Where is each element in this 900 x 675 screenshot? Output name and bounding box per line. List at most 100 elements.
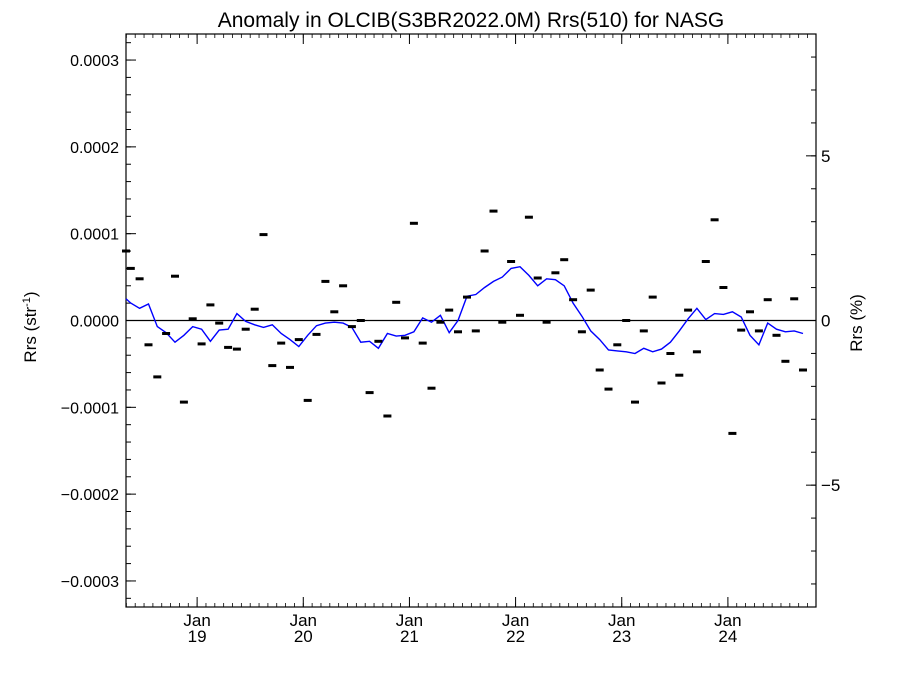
data-point — [480, 249, 489, 253]
x-tick-label-month: Jan — [290, 611, 317, 630]
x-tick-label-year: 24 — [718, 627, 737, 646]
x-tick-label-month: Jan — [714, 611, 741, 630]
data-point — [692, 350, 701, 354]
data-point — [542, 320, 551, 324]
x-tick-label-month: Jan — [502, 611, 529, 630]
data-point — [347, 325, 356, 329]
data-point — [374, 339, 383, 343]
data-point — [286, 365, 294, 369]
x-tick-label-year: 19 — [188, 627, 207, 646]
y-axis-label-left: Rrs (str-1) — [21, 291, 40, 362]
data-point — [746, 310, 754, 314]
x-tick-label-year: 22 — [506, 627, 525, 646]
y-left-tick-label: 0.0000 — [70, 314, 119, 331]
data-point — [790, 297, 799, 301]
chart-title: Anomaly in OLCIB(S3BR2022.0M) Rrs(510) f… — [218, 9, 725, 32]
data-point — [339, 284, 348, 288]
y-axis-label-left-main: Rrs (str — [21, 307, 40, 363]
data-point — [303, 398, 312, 402]
y-left-tick-label: −0.0003 — [61, 574, 119, 591]
y-right-tick-label: 5 — [821, 147, 830, 166]
data-point — [224, 345, 233, 349]
y-axis-label-right: Rrs (%) — [847, 294, 866, 352]
data-point — [392, 300, 401, 304]
data-point — [516, 313, 524, 317]
data-point — [648, 295, 657, 299]
data-point — [321, 279, 330, 283]
y-left-tick-label: 0.0002 — [70, 140, 119, 157]
x-tick-label-year: 20 — [294, 627, 313, 646]
data-point — [383, 414, 392, 418]
data-point — [122, 249, 130, 253]
data-point — [772, 333, 781, 337]
data-point — [409, 221, 418, 225]
data-point — [418, 341, 427, 345]
x-tick-label-month: Jan — [396, 611, 423, 630]
data-point — [135, 277, 144, 281]
data-point — [356, 319, 365, 322]
data-point — [241, 327, 250, 331]
data-point — [153, 375, 162, 379]
data-point — [365, 391, 374, 395]
data-point — [524, 215, 533, 219]
data-point — [666, 352, 675, 355]
x-tick-label-month: Jan — [183, 611, 210, 630]
data-point — [781, 359, 790, 363]
data-point — [754, 329, 763, 333]
data-point — [330, 310, 339, 314]
data-point — [604, 387, 613, 391]
data-point — [533, 276, 542, 280]
y-right-tick-label: −5 — [821, 476, 840, 495]
data-point — [675, 373, 684, 377]
data-point — [595, 368, 604, 372]
data-point — [551, 271, 560, 275]
y-left-tick-label: −0.0001 — [61, 400, 119, 417]
data-point — [701, 260, 710, 263]
y-left-tick-label: −0.0002 — [61, 487, 119, 504]
data-point — [631, 400, 639, 404]
data-point — [507, 260, 516, 263]
data-point — [250, 307, 259, 311]
data-point — [471, 329, 480, 333]
smoothed-anomaly-line — [125, 265, 804, 355]
data-point — [799, 368, 807, 372]
data-point — [162, 332, 171, 335]
data-point — [728, 431, 737, 435]
data-point — [560, 258, 569, 262]
x-tick-label-month: Jan — [608, 611, 635, 630]
data-point — [294, 338, 303, 342]
data-point — [268, 364, 277, 368]
data-point — [179, 400, 188, 404]
data-point — [684, 308, 693, 312]
data-point — [171, 274, 179, 278]
data-point — [427, 386, 436, 390]
x-tick-label-year: 23 — [612, 627, 631, 646]
data-point — [401, 336, 409, 340]
data-point — [215, 321, 224, 325]
data-point — [737, 328, 746, 332]
data-point — [312, 332, 321, 336]
data-point — [188, 317, 197, 321]
data-point — [197, 342, 206, 346]
data-point — [569, 298, 578, 302]
data-point — [763, 298, 772, 302]
data-point — [436, 320, 445, 324]
plot-area: −0.0003 −0.0002 −0.0001 0.0000 0.0001 0.0002 0… — [61, 33, 840, 646]
data-point — [489, 209, 498, 213]
data-point — [498, 320, 507, 324]
y-left-tick-label: 0.0003 — [70, 53, 119, 70]
data-point — [454, 330, 462, 334]
data-point — [639, 329, 648, 333]
data-point — [577, 330, 586, 334]
y-axis-label-left-end: ) — [21, 291, 40, 297]
data-point — [463, 295, 471, 299]
data-point — [259, 233, 268, 237]
data-point — [445, 308, 454, 312]
data-point — [710, 218, 719, 222]
data-point — [206, 303, 215, 307]
data-point — [126, 266, 135, 270]
data-point — [719, 286, 728, 289]
data-point — [232, 347, 241, 351]
y-left-tick-label: 0.0001 — [70, 227, 119, 244]
